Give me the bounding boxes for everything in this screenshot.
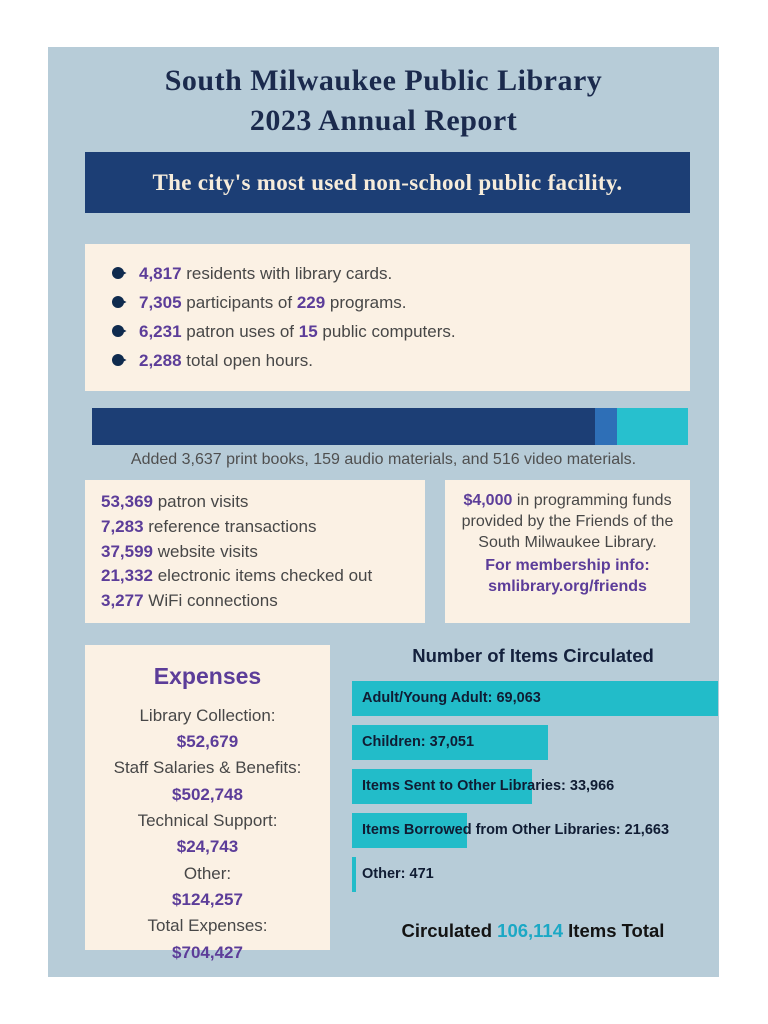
highlight-label: programs.	[325, 293, 407, 312]
visits-stats-box: 53,369 patron visits 7,283 reference tra…	[85, 480, 425, 623]
highlight-number: 7,305	[139, 293, 182, 312]
highlight-item: 6,231 patron uses of 15 public computers…	[111, 322, 664, 342]
visits-stat-line: 21,332 electronic items checked out	[101, 566, 409, 586]
expense-value: $704,427	[172, 942, 243, 962]
membership-info-label: For membership info:	[485, 557, 650, 575]
visits-label: WiFi connections	[143, 591, 278, 610]
visits-stat-line: 37,599 website visits	[101, 542, 409, 562]
chart-bar-label: Other: 471	[362, 866, 434, 882]
visits-stat-line: 7,283 reference transactions	[101, 517, 409, 537]
arrow-circle-icon	[111, 352, 129, 370]
expense-label: Total Expenses:	[147, 916, 268, 936]
friends-description: in programming funds provided by the Fri…	[461, 492, 674, 552]
visits-number: 3,277	[101, 591, 144, 610]
expense-value: $24,743	[176, 837, 239, 857]
visits-label: reference transactions	[143, 516, 317, 536]
materials-stacked-bar	[92, 408, 688, 445]
stacked-segment-audio-materials	[594, 408, 617, 445]
chart-bar	[352, 681, 718, 716]
highlights-box: 4,817 residents with library cards. 7,30…	[85, 244, 690, 391]
chart-bar-label: Items Sent to Other Libraries: 33,966	[362, 778, 615, 794]
page-title: South Milwaukee Public Library 2023 Annu…	[48, 61, 719, 141]
arrow-circle-icon	[111, 323, 129, 341]
highlight-text: 7,305 participants of 229 programs.	[139, 293, 406, 313]
circulation-total-suffix: Items Total	[563, 920, 665, 941]
chart-bar-row: Adult/Young Adult: 69,063	[352, 681, 718, 716]
expenses-title: Expenses	[153, 663, 262, 689]
chart-bar-label: Adult/Young Adult: 69,063	[362, 690, 541, 706]
highlight-number: 4,817	[139, 264, 182, 283]
chart-bar	[352, 813, 467, 848]
highlight-number: 2,288	[139, 351, 182, 370]
visits-label: electronic items checked out	[153, 566, 373, 586]
friends-funding-text: $4,000 in programming funds provided by …	[457, 490, 678, 553]
circulation-total-prefix: Circulated	[401, 920, 498, 941]
expense-label: Library Collection:	[139, 705, 276, 725]
tagline-text: The city's most used non-school public f…	[152, 169, 623, 195]
circulation-total-number: 106,114	[497, 920, 564, 941]
chart-bar	[352, 725, 549, 760]
chart-bar-row: Items Borrowed from Other Libraries: 21,…	[352, 813, 718, 848]
expenses-box: Expenses Library Collection: $52,679 Sta…	[85, 645, 330, 962]
friends-amount: $4,000	[463, 492, 513, 509]
expense-label: Other:	[183, 863, 232, 883]
chart-bar-row: Items Sent to Other Libraries: 33,966	[352, 769, 718, 804]
membership-url: smlibrary.org/friends	[488, 578, 647, 596]
expense-value: $124,257	[172, 890, 243, 910]
visits-label: patron visits	[153, 492, 249, 511]
highlight-item: 7,305 participants of 229 programs.	[111, 293, 664, 313]
chart-bar-row: Other: 471	[352, 857, 718, 892]
expense-row: Staff Salaries & Benefits: $502,748	[93, 755, 322, 808]
highlight-label: participants of	[181, 293, 297, 312]
stacked-segment-video-materials	[616, 408, 688, 445]
report-panel: South Milwaukee Public Library 2023 Annu…	[48, 47, 719, 977]
visits-number: 53,369	[101, 492, 153, 511]
expense-row: Total Expenses: $704,427	[93, 913, 322, 966]
chart-bar	[352, 857, 356, 892]
highlight-label: residents with library cards.	[181, 264, 393, 283]
friends-funding-box: $4,000 in programming funds provided by …	[445, 480, 690, 623]
arrow-circle-icon	[111, 294, 129, 312]
tagline-banner: The city's most used non-school public f…	[85, 152, 690, 213]
expense-label: Staff Salaries & Benefits:	[113, 758, 302, 778]
visits-number: 7,283	[101, 516, 144, 536]
highlight-label: public computers.	[317, 322, 456, 341]
highlight-text: 4,817 residents with library cards.	[139, 264, 392, 284]
page-title-line1: South Milwaukee Public Library	[164, 64, 603, 97]
highlight-number: 15	[298, 322, 318, 341]
chart-bar-label: Items Borrowed from Other Libraries: 21,…	[362, 822, 670, 838]
expense-value: $502,748	[172, 784, 243, 804]
visits-number: 37,599	[101, 541, 153, 561]
chart-bar-label: Children: 37,051	[362, 734, 475, 750]
expense-label: Technical Support:	[137, 811, 278, 831]
highlight-item: 4,817 residents with library cards.	[111, 264, 664, 284]
highlight-text: 2,288 total open hours.	[139, 351, 313, 371]
stacked-segment-print-books	[92, 408, 595, 445]
visits-label: website visits	[153, 541, 258, 561]
materials-caption: Added 3,637 print books, 159 audio mater…	[130, 451, 637, 468]
visits-stat-line: 3,277 WiFi connections	[101, 591, 409, 611]
highlight-label: patron uses of	[181, 322, 299, 341]
highlight-number: 229	[296, 293, 326, 312]
highlight-number: 6,231	[139, 322, 182, 341]
highlight-text: 6,231 patron uses of 15 public computers…	[139, 322, 456, 342]
expense-row: Technical Support: $24,743	[93, 808, 322, 861]
expense-value: $52,679	[176, 731, 239, 751]
circulation-total: Circulated 106,114 Items Total	[348, 920, 718, 942]
chart-bar	[352, 769, 532, 804]
highlight-label: total open hours.	[181, 351, 313, 370]
circulation-bar-chart: Adult/Young Adult: 69,063 Children: 37,0…	[352, 681, 718, 901]
visits-stat-line: 53,369 patron visits	[101, 492, 409, 512]
circulation-chart-title: Number of Items Circulated	[412, 645, 654, 666]
chart-bar-row: Children: 37,051	[352, 725, 718, 760]
page-title-line2: 2023 Annual Report	[249, 103, 518, 137]
visits-number: 21,332	[101, 566, 153, 586]
expense-row: Other: $124,257	[93, 861, 322, 914]
expense-row: Library Collection: $52,679	[93, 703, 322, 756]
highlight-item: 2,288 total open hours.	[111, 351, 664, 371]
arrow-circle-icon	[111, 265, 129, 283]
